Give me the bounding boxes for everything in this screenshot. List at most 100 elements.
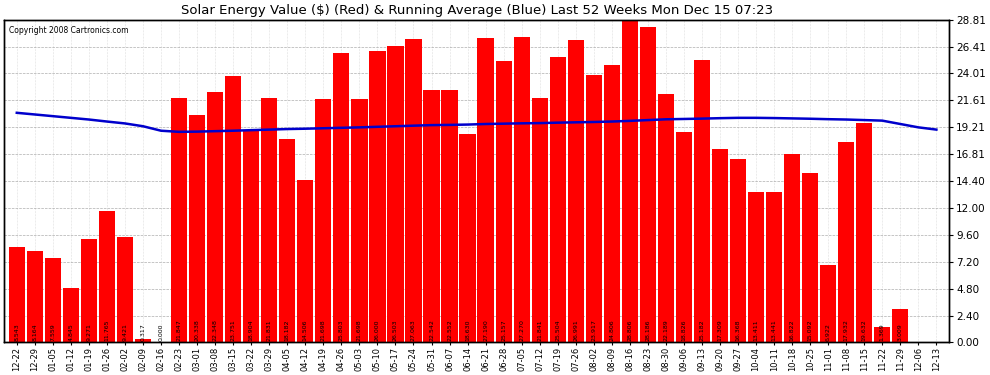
Text: 13.441: 13.441 bbox=[771, 320, 776, 341]
Text: 21.698: 21.698 bbox=[356, 320, 362, 341]
Text: 15.092: 15.092 bbox=[808, 320, 813, 341]
Bar bbox=[135, 339, 151, 342]
Bar bbox=[315, 99, 332, 342]
Text: 14.506: 14.506 bbox=[303, 320, 308, 341]
Text: 20.338: 20.338 bbox=[195, 320, 200, 341]
Text: 18.904: 18.904 bbox=[248, 320, 253, 341]
Text: Copyright 2008 Cartronics.com: Copyright 2008 Cartronics.com bbox=[9, 26, 129, 35]
Bar bbox=[892, 309, 909, 342]
Bar bbox=[640, 27, 656, 342]
Bar bbox=[874, 327, 890, 342]
Text: 13.411: 13.411 bbox=[753, 320, 758, 341]
Bar bbox=[567, 40, 584, 342]
Bar bbox=[748, 192, 764, 342]
Bar bbox=[225, 76, 242, 342]
Text: 8.543: 8.543 bbox=[14, 323, 19, 341]
Text: 27.190: 27.190 bbox=[483, 320, 488, 341]
Bar bbox=[784, 154, 800, 342]
Bar bbox=[856, 123, 872, 342]
Bar bbox=[405, 39, 422, 342]
Bar bbox=[27, 251, 43, 342]
Bar bbox=[532, 98, 547, 342]
Text: 9.421: 9.421 bbox=[123, 323, 128, 341]
Bar bbox=[442, 90, 457, 342]
Text: 0.000: 0.000 bbox=[158, 324, 163, 341]
Text: 22.552: 22.552 bbox=[447, 320, 452, 341]
Text: 4.845: 4.845 bbox=[68, 323, 73, 341]
Text: 0.317: 0.317 bbox=[141, 323, 146, 341]
Text: 25.803: 25.803 bbox=[339, 320, 344, 341]
Text: 11.765: 11.765 bbox=[105, 320, 110, 341]
Bar bbox=[171, 98, 187, 342]
Bar bbox=[514, 37, 530, 342]
Text: 3.009: 3.009 bbox=[898, 323, 903, 341]
Text: 17.309: 17.309 bbox=[718, 320, 723, 341]
Bar bbox=[334, 53, 349, 342]
Bar bbox=[117, 237, 133, 342]
Text: 28.186: 28.186 bbox=[645, 320, 650, 341]
Bar bbox=[604, 64, 620, 342]
Bar bbox=[459, 134, 475, 342]
Text: 26.503: 26.503 bbox=[393, 320, 398, 341]
Text: 23.917: 23.917 bbox=[591, 319, 596, 341]
Text: 1.369: 1.369 bbox=[880, 323, 885, 341]
Bar bbox=[839, 142, 854, 342]
Bar bbox=[387, 45, 404, 342]
Bar bbox=[622, 20, 638, 342]
Bar bbox=[712, 148, 728, 342]
Bar bbox=[261, 98, 277, 342]
Bar bbox=[730, 159, 746, 342]
Text: 6.922: 6.922 bbox=[826, 323, 831, 341]
Text: 28.806: 28.806 bbox=[628, 320, 633, 341]
Bar bbox=[549, 57, 566, 342]
Bar bbox=[820, 265, 837, 342]
Text: 25.182: 25.182 bbox=[700, 320, 705, 341]
Text: 18.630: 18.630 bbox=[465, 320, 470, 341]
Text: 22.189: 22.189 bbox=[663, 320, 668, 341]
Bar bbox=[81, 238, 97, 342]
Text: 16.368: 16.368 bbox=[736, 320, 741, 341]
Bar bbox=[244, 130, 259, 342]
Bar bbox=[369, 51, 385, 342]
Text: 25.157: 25.157 bbox=[501, 320, 506, 341]
Text: 9.271: 9.271 bbox=[86, 323, 91, 341]
Text: 18.826: 18.826 bbox=[681, 320, 686, 341]
Text: 27.063: 27.063 bbox=[411, 320, 416, 341]
Text: 21.698: 21.698 bbox=[321, 320, 326, 341]
Text: 18.182: 18.182 bbox=[285, 320, 290, 341]
Bar bbox=[424, 90, 440, 342]
Text: 7.559: 7.559 bbox=[50, 323, 55, 341]
Text: 16.822: 16.822 bbox=[790, 320, 795, 341]
Bar bbox=[189, 115, 205, 342]
Bar bbox=[694, 60, 710, 342]
Bar bbox=[62, 288, 79, 342]
Bar bbox=[477, 38, 494, 342]
Text: 17.932: 17.932 bbox=[843, 319, 848, 341]
Bar bbox=[496, 61, 512, 342]
Text: 24.806: 24.806 bbox=[609, 320, 615, 341]
Text: 26.000: 26.000 bbox=[375, 320, 380, 341]
Text: 21.847: 21.847 bbox=[176, 320, 181, 341]
Bar bbox=[297, 180, 314, 342]
Bar bbox=[351, 99, 367, 342]
Text: 19.632: 19.632 bbox=[861, 320, 867, 341]
Bar bbox=[766, 192, 782, 342]
Bar bbox=[9, 247, 25, 342]
Bar bbox=[45, 258, 61, 342]
Bar bbox=[99, 211, 115, 342]
Bar bbox=[207, 92, 224, 342]
Text: 21.831: 21.831 bbox=[266, 320, 271, 341]
Bar bbox=[802, 173, 819, 342]
Text: 22.348: 22.348 bbox=[213, 319, 218, 341]
Text: 26.991: 26.991 bbox=[573, 320, 578, 341]
Text: 23.751: 23.751 bbox=[231, 320, 236, 341]
Bar bbox=[586, 75, 602, 342]
Title: Solar Energy Value ($) (Red) & Running Average (Blue) Last 52 Weeks Mon Dec 15 0: Solar Energy Value ($) (Red) & Running A… bbox=[180, 4, 772, 17]
Text: 8.164: 8.164 bbox=[33, 324, 38, 341]
Text: 21.841: 21.841 bbox=[538, 320, 543, 341]
Text: 22.542: 22.542 bbox=[429, 319, 434, 341]
Bar bbox=[676, 132, 692, 342]
Text: 27.270: 27.270 bbox=[519, 319, 524, 341]
Text: 25.504: 25.504 bbox=[555, 320, 560, 341]
Bar bbox=[657, 94, 674, 342]
